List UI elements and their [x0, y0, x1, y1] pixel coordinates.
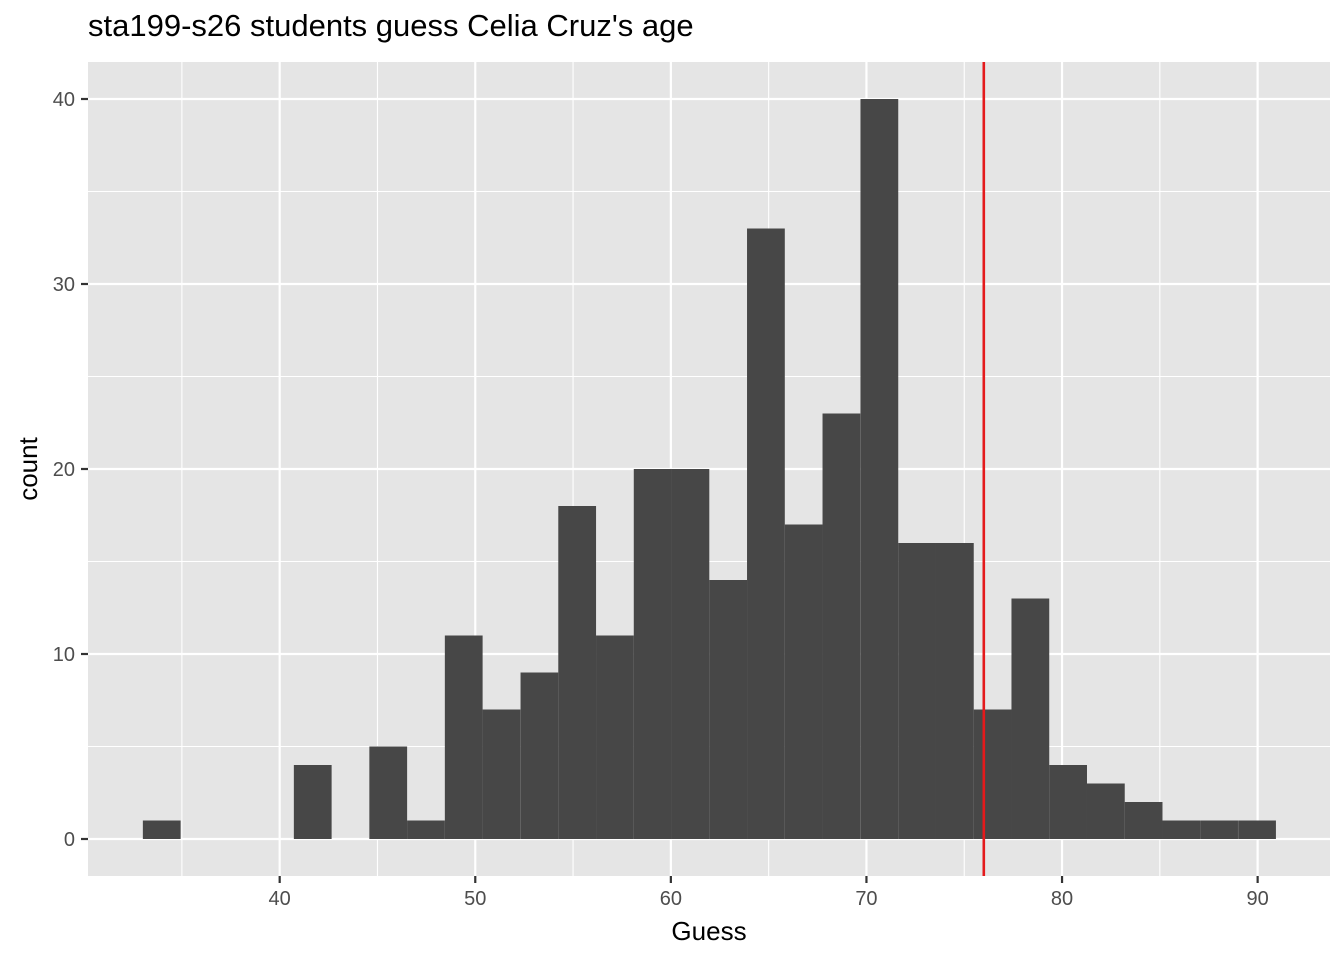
histogram-bar [860, 99, 899, 839]
histogram-bars [142, 99, 1276, 839]
histogram-bar [293, 765, 332, 839]
histogram-bar [1011, 598, 1050, 839]
x-tick-label: 60 [660, 888, 682, 910]
y-axis-label: count [13, 436, 43, 500]
histogram-bar [1238, 820, 1276, 839]
histogram-bar [709, 580, 748, 839]
histogram-bar [898, 543, 936, 839]
y-tick-label: 40 [53, 89, 75, 111]
chart-title: sta199-s26 students guess Celia Cruz's a… [88, 8, 694, 43]
x-axis: 40 50 60 70 80 90 [269, 876, 1269, 910]
histogram-bar [520, 672, 559, 839]
histogram-bar [407, 820, 445, 839]
histogram-bar [1162, 820, 1201, 839]
y-tick-label: 0 [64, 829, 75, 851]
x-axis-label: Guess [671, 916, 746, 946]
x-tick-label: 50 [464, 888, 486, 910]
histogram-bar [596, 635, 634, 839]
histogram-bar [747, 228, 785, 839]
histogram-bar [633, 469, 672, 839]
histogram-bar [482, 709, 521, 839]
histogram-bar [671, 469, 710, 839]
histogram-bar [444, 635, 483, 839]
histogram-bar [1200, 820, 1238, 839]
histogram-bar [784, 524, 823, 839]
y-tick-label: 30 [53, 274, 75, 296]
x-tick-label: 90 [1247, 888, 1269, 910]
histogram-bar [973, 709, 1012, 839]
histogram-bar [935, 543, 974, 839]
histogram-bar [558, 506, 597, 839]
histogram-bar [822, 413, 861, 839]
histogram-bar [1049, 765, 1087, 839]
histogram-bar [369, 746, 408, 839]
y-tick-label: 10 [53, 644, 75, 666]
histogram-bar [142, 820, 181, 839]
x-tick-label: 80 [1051, 888, 1073, 910]
x-tick-label: 40 [269, 888, 291, 910]
histogram-bar [1124, 802, 1163, 839]
x-tick-label: 70 [855, 888, 877, 910]
y-axis: 0 10 20 30 40 [53, 89, 88, 851]
y-tick-label: 20 [53, 459, 75, 481]
histogram-bar [1086, 783, 1125, 839]
